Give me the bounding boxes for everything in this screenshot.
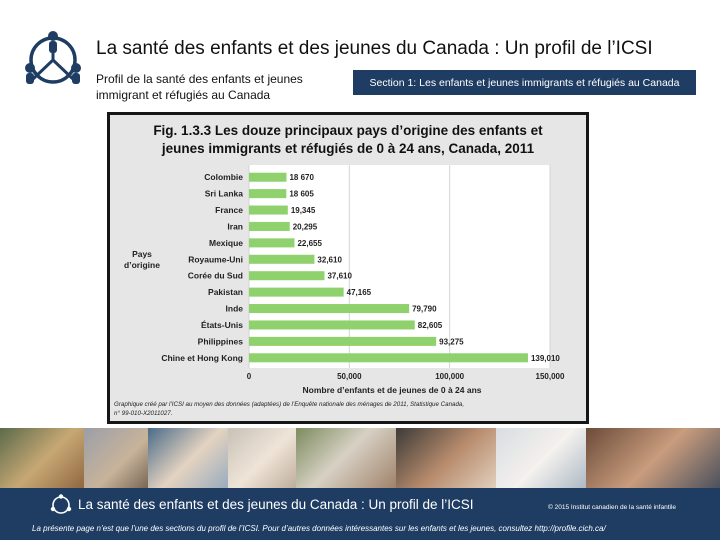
value-label: 32,610 (317, 255, 342, 264)
bar-7 (249, 287, 344, 297)
x-axis-label: Nombre d’enfants et de jeunes de 0 à 24 … (302, 385, 481, 395)
photo-friends (396, 428, 496, 496)
x-tick-label: 100,000 (435, 372, 464, 381)
footer-title: La santé des enfants et des jeunes du Ca… (78, 497, 474, 512)
bar-0 (249, 172, 287, 182)
section-badge[interactable]: Section 1: Les enfants et jeunes immigra… (353, 70, 696, 95)
category-label: Corée du Sud (188, 271, 243, 281)
page-title: La santé des enfants et des jeunes du Ca… (96, 38, 653, 59)
bar-2 (249, 205, 288, 215)
chart-title-line2: jeunes immigrants et réfugiés de 0 à 24 … (161, 141, 535, 156)
value-label: 18 670 (289, 173, 314, 182)
category-label: France (215, 205, 243, 215)
value-label: 37,610 (327, 272, 352, 281)
y-axis-label-line1: Pays (132, 249, 152, 259)
footer-bar (0, 488, 720, 540)
bar-10 (249, 336, 437, 346)
photo-group-children (0, 428, 84, 496)
bar-11 (249, 353, 528, 363)
category-label: Royaume-Uni (188, 254, 243, 264)
source-line1: Graphique créé par l’ICSI au moyen des d… (114, 401, 464, 408)
cich-logo-icon (25, 31, 81, 84)
bar-3 (249, 221, 290, 231)
category-label: Mexique (209, 238, 243, 248)
photo-family (84, 428, 148, 496)
x-tick-label: 150,000 (536, 372, 565, 381)
bar-9 (249, 320, 415, 330)
value-label: 139,010 (531, 354, 560, 363)
photo-doctor-child (496, 428, 586, 496)
category-label: Chine et Hong Kong (161, 353, 243, 363)
bar-4 (249, 238, 295, 248)
photo-mother-baby (148, 428, 228, 496)
bar-chart: Fig. 1.3.3 Les douze principaux pays d’o… (114, 123, 565, 417)
value-label: 20,295 (293, 222, 318, 231)
y-axis-label-line2: d’origine (124, 260, 160, 270)
value-label: 93,275 (439, 337, 464, 346)
bar-1 (249, 189, 287, 199)
photo-strip (0, 428, 720, 496)
bar-6 (249, 271, 325, 281)
value-label: 82,605 (418, 321, 443, 330)
category-label: Inde (226, 304, 244, 314)
category-label: Colombie (204, 172, 243, 182)
profile-subtitle: Profil de la santé des enfants et jeunes… (96, 72, 303, 102)
bar-8 (249, 304, 410, 314)
category-label: Sri Lanka (205, 189, 244, 199)
cich-logo-small-icon (50, 494, 72, 514)
source-line2: n° 99-010-X2011027. (114, 410, 172, 417)
x-tick-label: 0 (247, 372, 252, 381)
photo-students (296, 428, 396, 496)
copyright-text: © 2015 Institut canadien de la santé inf… (548, 504, 677, 511)
footer-note: La présente page n’est que l’une des sec… (32, 524, 606, 533)
value-label: 22,655 (297, 239, 322, 248)
category-label: Pakistan (208, 287, 243, 297)
bar-5 (249, 254, 315, 264)
category-label: Philippines (198, 336, 244, 346)
photo-teen (586, 428, 720, 496)
value-label: 47,165 (347, 288, 372, 297)
photo-sleeping-child (228, 428, 296, 496)
category-label: États-Unis (201, 320, 243, 330)
chart-figure: Fig. 1.3.3 Les douze principaux pays d’o… (107, 112, 589, 424)
chart-title-line1: Fig. 1.3.3 Les douze principaux pays d’o… (153, 123, 543, 138)
plot-area (249, 165, 550, 368)
value-label: 18 605 (289, 190, 314, 199)
category-label: Iran (227, 221, 243, 231)
value-label: 79,790 (412, 305, 437, 314)
x-tick-label: 50,000 (337, 372, 362, 381)
value-label: 19,345 (291, 206, 316, 215)
